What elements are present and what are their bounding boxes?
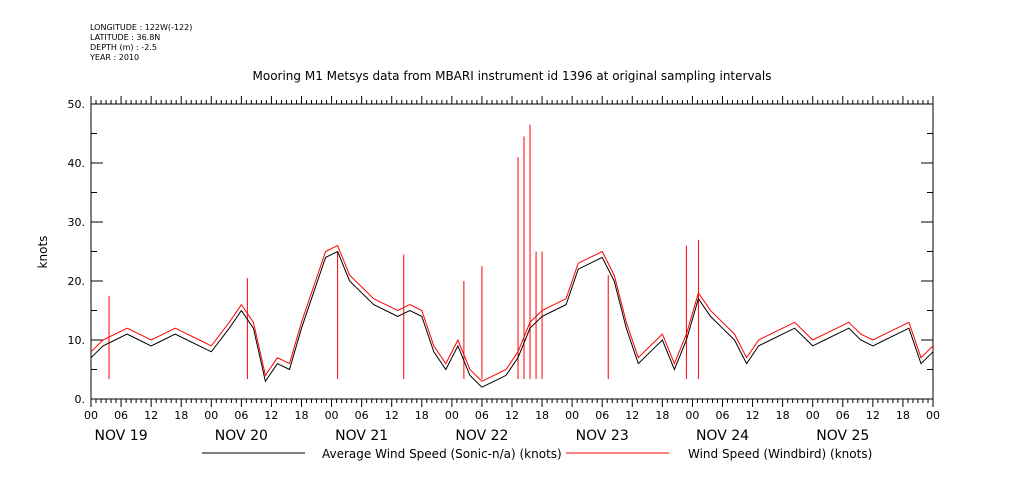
latitude-label: LATITUDE : 36.8N [90, 33, 160, 42]
x-day-label: NOV 24 [696, 428, 749, 444]
x-day-label: NOV 22 [455, 428, 508, 444]
x-hour-label: 06 [716, 409, 730, 422]
x-hour-label: 12 [505, 409, 519, 422]
x-hour-label: 12 [625, 409, 639, 422]
y-axis-label: knots [36, 236, 50, 269]
longitude-label: LONGITUDE : 122W(-122) [90, 23, 192, 32]
header-info: LONGITUDE : 122W(-122) LATITUDE : 36.8N … [89, 23, 192, 62]
x-hour-label: 12 [385, 409, 399, 422]
x-hour-label: 00 [806, 409, 820, 422]
x-axis-ticks: 00 06 12 18 00 06 12 18 00 06 12 18 00 06 12 18 00 06 12 18… [84, 96, 940, 444]
x-hour-label: 18 [415, 409, 429, 422]
x-hour-label: 06 [595, 409, 609, 422]
series-layer [90, 124, 934, 388]
x-hour-label: 12 [866, 409, 880, 422]
x-hour-label: 06 [234, 409, 248, 422]
depth-label: DEPTH (m) : -2.5 [90, 43, 157, 52]
x-hour-label: 00 [84, 409, 98, 422]
y-tick-label: 0. [75, 393, 86, 406]
y-tick-label: 40. [68, 157, 86, 170]
x-hour-label: 06 [836, 409, 850, 422]
x-day-label: NOV 25 [816, 428, 869, 444]
x-hour-label: 00 [445, 409, 459, 422]
x-hour-label: 18 [896, 409, 910, 422]
x-hour-label: 00 [926, 409, 940, 422]
x-hour-label: 18 [174, 409, 188, 422]
chart-title: Mooring M1 Metsys data from MBARI instru… [253, 69, 772, 83]
x-hour-label: 18 [535, 409, 549, 422]
y-tick-label: 10. [68, 334, 86, 347]
x-hour-label: 18 [295, 409, 309, 422]
x-hour-label: 00 [565, 409, 579, 422]
x-hour-label: 18 [776, 409, 790, 422]
plot-frame [90, 103, 934, 400]
x-day-label: NOV 20 [215, 428, 268, 444]
x-hour-label: 06 [475, 409, 489, 422]
y-axis-ticks: 0. 10. 20. 30. 40. 50. [68, 98, 933, 406]
x-hour-label: 00 [685, 409, 699, 422]
x-hour-label: 12 [264, 409, 278, 422]
y-tick-label: 20. [68, 275, 86, 288]
x-hour-label: 12 [144, 409, 158, 422]
y-tick-label: 50. [68, 98, 86, 111]
x-hour-label: 18 [655, 409, 669, 422]
legend-label-windbird: Wind Speed (Windbird) (knots) [688, 447, 872, 461]
year-label: YEAR : 2010 [89, 53, 139, 62]
series-average-line [90, 250, 934, 388]
x-day-label: NOV 19 [95, 428, 148, 444]
x-hour-label: 12 [746, 409, 760, 422]
x-hour-label: 06 [355, 409, 369, 422]
x-day-label: NOV 23 [576, 428, 629, 444]
legend-label-average: Average Wind Speed (Sonic-n/a) (knots) [322, 447, 562, 461]
series-windbird-line [90, 244, 934, 382]
x-day-label: NOV 21 [335, 428, 388, 444]
x-hour-label: 00 [325, 409, 339, 422]
legend: Average Wind Speed (Sonic-n/a) (knots) W… [202, 447, 872, 461]
y-tick-label: 30. [68, 216, 86, 229]
x-hour-label: 00 [204, 409, 218, 422]
x-hour-label: 06 [114, 409, 128, 422]
